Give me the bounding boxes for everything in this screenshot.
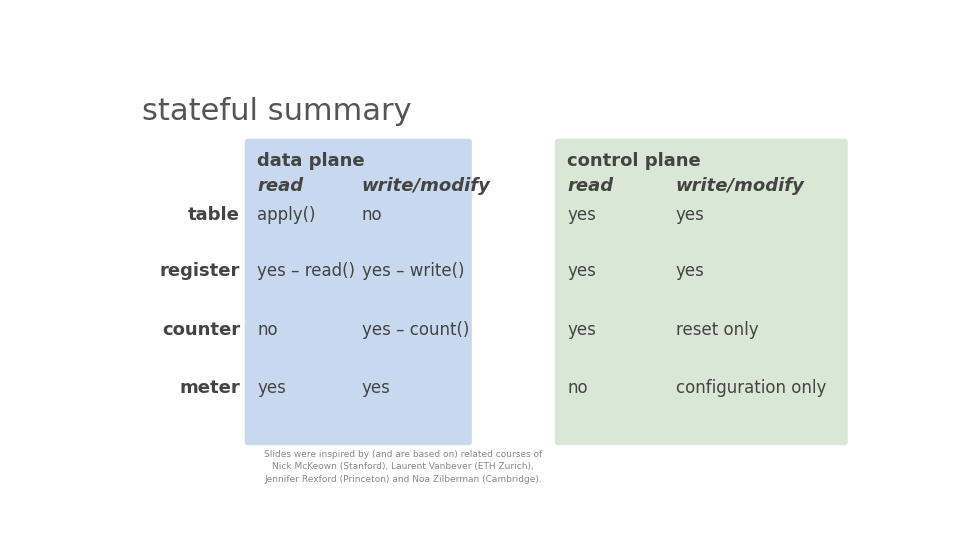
- FancyBboxPatch shape: [245, 139, 472, 445]
- FancyBboxPatch shape: [555, 139, 848, 445]
- Text: write/modify: write/modify: [676, 178, 804, 195]
- Text: yes: yes: [676, 262, 705, 280]
- Text: meter: meter: [180, 379, 240, 397]
- Text: reset only: reset only: [676, 321, 758, 340]
- Text: data plane: data plane: [257, 152, 365, 170]
- Text: stateful summary: stateful summary: [142, 97, 411, 126]
- Text: Slides were inspired by (and are based on) related courses of
Nick McKeown (Stan: Slides were inspired by (and are based o…: [264, 450, 542, 484]
- Text: configuration only: configuration only: [676, 379, 826, 397]
- Text: yes: yes: [567, 206, 596, 224]
- Text: no: no: [567, 379, 588, 397]
- Text: yes – write(): yes – write(): [362, 262, 465, 280]
- Text: no: no: [362, 206, 382, 224]
- Text: yes: yes: [257, 379, 286, 397]
- Text: read: read: [567, 178, 613, 195]
- Text: control plane: control plane: [567, 152, 701, 170]
- Text: table: table: [188, 206, 240, 224]
- Text: apply(): apply(): [257, 206, 316, 224]
- Text: yes: yes: [676, 206, 705, 224]
- Text: yes: yes: [567, 321, 596, 340]
- Text: counter: counter: [162, 321, 240, 340]
- Text: yes: yes: [362, 379, 391, 397]
- Text: no: no: [257, 321, 277, 340]
- Text: read: read: [257, 178, 303, 195]
- Text: yes: yes: [567, 262, 596, 280]
- Text: write/modify: write/modify: [362, 178, 491, 195]
- Text: yes – count(): yes – count(): [362, 321, 469, 340]
- Text: yes – read(): yes – read(): [257, 262, 355, 280]
- Text: register: register: [159, 262, 240, 280]
